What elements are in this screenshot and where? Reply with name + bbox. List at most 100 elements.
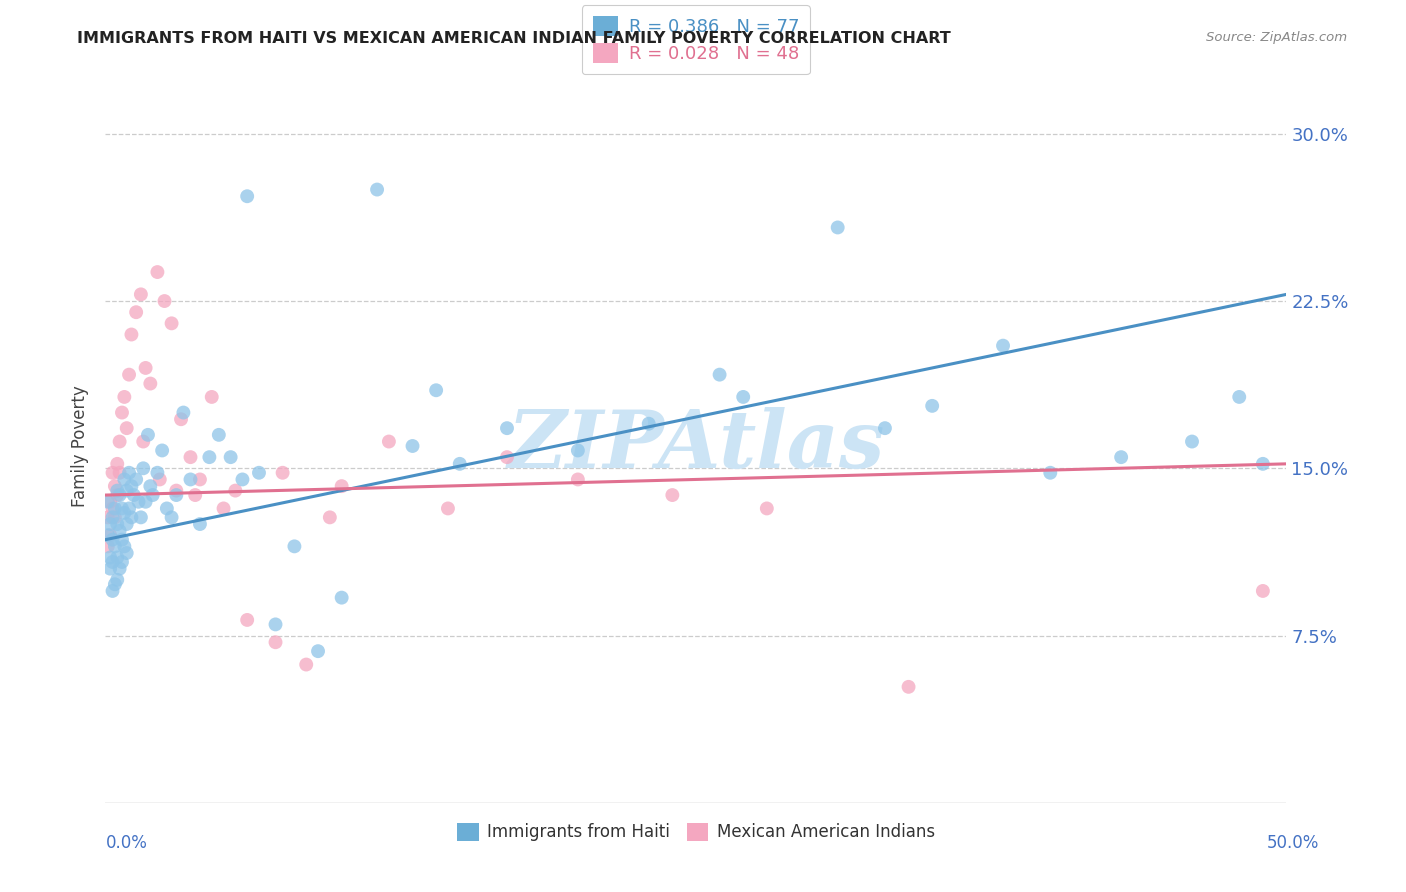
Point	[101, 583, 124, 598]
Point	[129, 510, 152, 524]
Point	[146, 466, 169, 480]
Point	[104, 501, 127, 516]
Point	[97, 494, 120, 508]
Point	[104, 539, 127, 553]
Point	[755, 501, 778, 516]
Point	[188, 516, 211, 531]
Point	[198, 450, 221, 464]
Point	[283, 539, 305, 553]
Point	[165, 488, 187, 502]
Point	[115, 421, 138, 435]
Point	[120, 479, 142, 493]
Point	[115, 483, 138, 498]
Point	[111, 501, 134, 516]
Point	[170, 412, 193, 426]
Point	[104, 577, 127, 591]
Point	[142, 488, 165, 502]
Point	[921, 399, 943, 413]
Point	[1039, 466, 1062, 480]
Point	[101, 501, 124, 516]
Point	[366, 182, 388, 196]
Point	[139, 479, 162, 493]
Text: IMMIGRANTS FROM HAITI VS MEXICAN AMERICAN INDIAN FAMILY POVERTY CORRELATION CHAR: IMMIGRANTS FROM HAITI VS MEXICAN AMERICA…	[77, 31, 950, 46]
Point	[101, 466, 124, 480]
Point	[108, 524, 131, 538]
Point	[112, 390, 135, 404]
Point	[709, 368, 731, 382]
Point	[179, 473, 201, 487]
Point	[105, 457, 128, 471]
Point	[567, 443, 589, 458]
Point	[108, 488, 131, 502]
Point	[425, 384, 447, 398]
Text: ZIPAtlas: ZIPAtlas	[508, 408, 884, 484]
Point	[449, 457, 471, 471]
Point	[307, 644, 329, 658]
Point	[827, 220, 849, 235]
Point	[733, 390, 755, 404]
Point	[1227, 390, 1250, 404]
Point	[115, 516, 138, 531]
Point	[128, 494, 150, 508]
Point	[165, 483, 187, 498]
Point	[160, 510, 183, 524]
Point	[112, 473, 135, 487]
Point	[105, 516, 128, 531]
Point	[496, 421, 519, 435]
Point	[188, 473, 211, 487]
Point	[135, 494, 157, 508]
Point	[111, 405, 134, 419]
Point	[101, 533, 124, 547]
Point	[108, 466, 131, 480]
Point	[184, 488, 207, 502]
Point	[1251, 457, 1274, 471]
Point	[118, 368, 141, 382]
Point	[125, 305, 148, 319]
Point	[108, 434, 131, 449]
Point	[330, 479, 353, 493]
Point	[1251, 583, 1274, 598]
Point	[115, 546, 138, 560]
Point	[437, 501, 460, 516]
Point	[156, 501, 179, 516]
Point	[98, 494, 121, 508]
Point	[104, 510, 127, 524]
Text: 0.0%: 0.0%	[105, 834, 148, 852]
Point	[201, 390, 224, 404]
Point	[219, 450, 242, 464]
Y-axis label: Family Poverty: Family Poverty	[72, 385, 90, 507]
Point	[112, 539, 135, 553]
Point	[295, 657, 318, 672]
Point	[118, 501, 141, 516]
Point	[132, 434, 155, 449]
Point	[101, 555, 124, 569]
Point	[247, 466, 270, 480]
Point	[122, 488, 145, 502]
Point	[98, 516, 121, 531]
Point	[208, 427, 231, 442]
Point	[120, 327, 142, 342]
Point	[129, 287, 152, 301]
Text: 50.0%: 50.0%	[1267, 834, 1319, 852]
Point	[897, 680, 920, 694]
Point	[160, 316, 183, 330]
Point	[224, 483, 246, 498]
Point	[112, 506, 135, 520]
Point	[330, 591, 353, 605]
Point	[401, 439, 423, 453]
Point	[105, 483, 128, 498]
Point	[179, 450, 201, 464]
Point	[231, 473, 253, 487]
Point	[153, 293, 176, 308]
Point	[236, 613, 259, 627]
Point	[637, 417, 659, 431]
Point	[264, 635, 287, 649]
Point	[146, 265, 169, 279]
Point	[101, 510, 124, 524]
Point	[212, 501, 235, 516]
Point	[97, 539, 120, 553]
Point	[1109, 450, 1132, 464]
Point	[98, 528, 121, 542]
Point	[136, 427, 159, 442]
Point	[264, 617, 287, 632]
